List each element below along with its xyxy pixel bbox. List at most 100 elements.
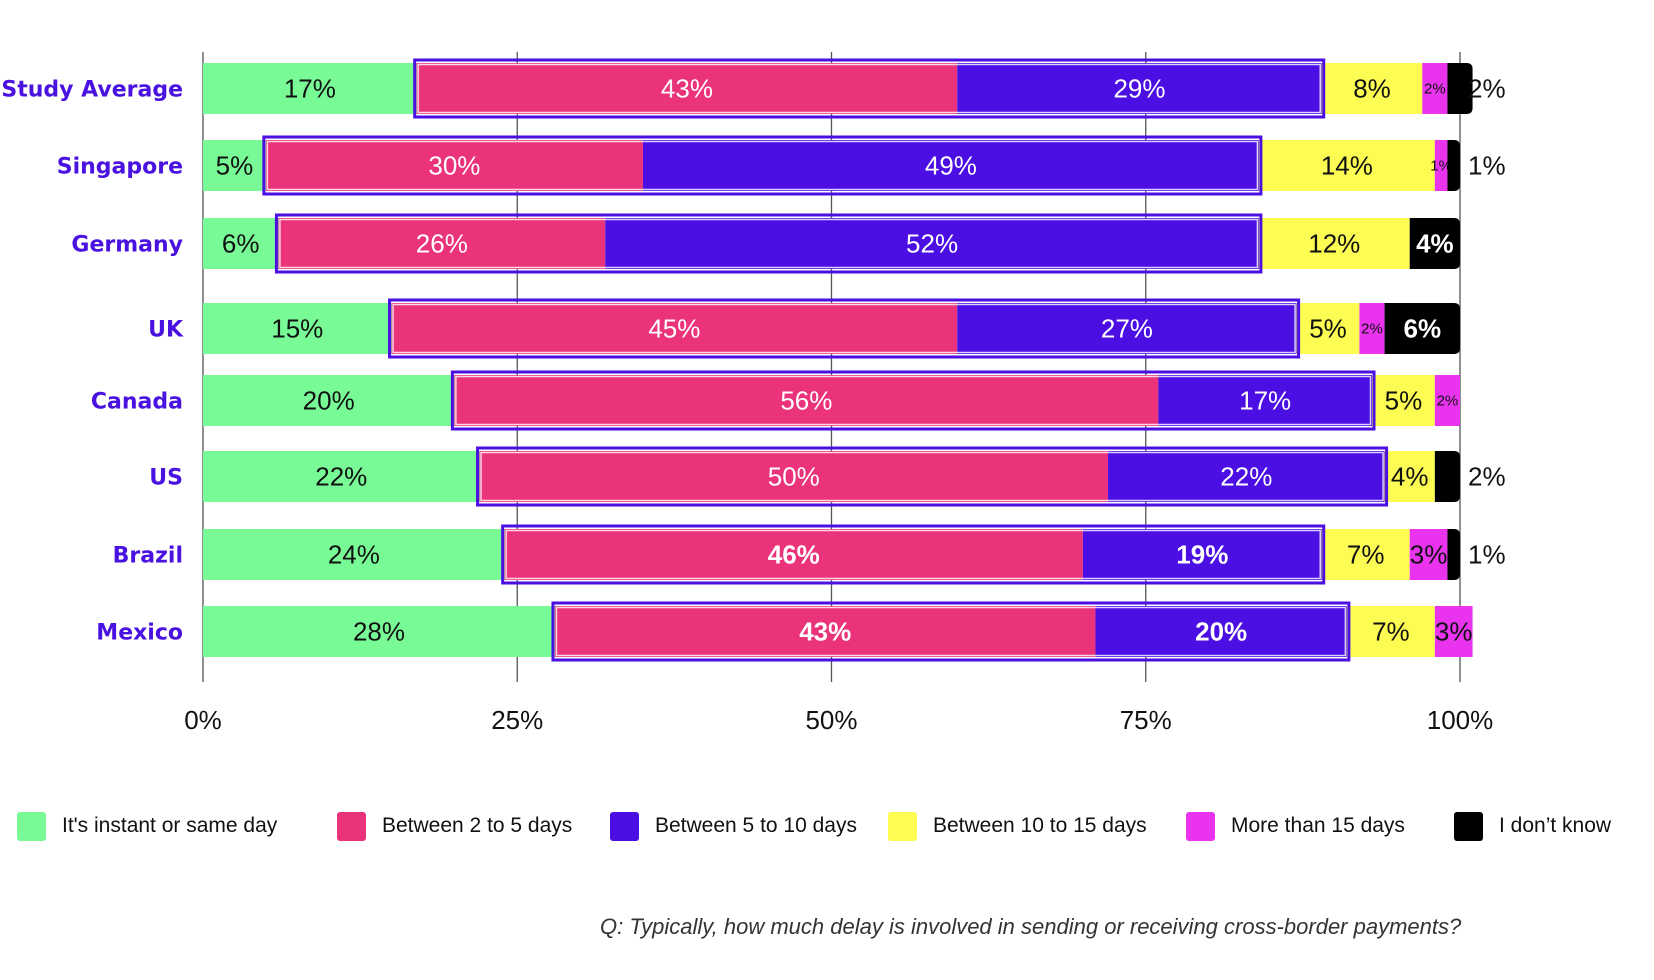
bar-value-label: 4% [1416,229,1454,259]
bar-segment [1434,375,1460,426]
bar-value-label: 5% [216,151,254,181]
bar-value-label: 45% [648,314,700,344]
bar-segment [203,375,455,426]
bar-segment [1372,375,1435,426]
bar-segment [203,529,505,580]
bar-value-label: 29% [1113,74,1165,104]
category-label: Brazil [113,544,183,569]
bar-value-label: 26% [416,229,468,259]
bar-value-label: 17% [1239,386,1291,416]
bar-value-label: 20% [1195,617,1247,647]
bar-segment [479,451,1109,502]
bar-segment [1346,606,1435,657]
bar-segment [1108,451,1385,502]
bar-value-label: 56% [780,386,832,416]
legend-item-more-than-15-days: More than 15 days [1186,810,1405,842]
bar-segment [454,375,1159,426]
legend-item-dont-know: I don’t know [1454,810,1611,842]
bar-value-label: 7% [1347,540,1385,570]
bar-value-label: 49% [925,151,977,181]
bar-segment [605,218,1259,269]
bar-value-label: 17% [284,74,336,104]
bar-segment [957,303,1297,354]
bar-segment [391,303,958,354]
bar-value-label: 15% [271,314,323,344]
bar-segment [1434,140,1448,191]
bar-segment [1258,218,1410,269]
bar-segment [1082,529,1322,580]
highlight-outline [450,370,1376,431]
bar-value-label: 22% [1220,462,1272,492]
bar-value-label: 5% [1309,314,1347,344]
bar-segment [203,218,279,269]
bar-segment [1422,63,1448,114]
bars-layer: 17% 43% 29% 8% 2% 5% 30% 49% 14% 1% 6% 26% 52% 12% 4% 1… [203,58,1473,662]
bar-segment [203,606,555,657]
legend-swatch [888,811,917,841]
bar-segment [278,218,606,269]
survey-question-footnote: Q: Typically, how much delay is involved… [600,914,1462,939]
category-label: Canada [91,390,183,415]
bar-value-label: 3% [1435,617,1473,647]
legend-label: Between 10 to 15 days [933,814,1147,837]
bar-segment [1158,375,1373,426]
highlight-outline [476,446,1389,507]
highlight-inner-outline [279,218,1259,269]
bar-value-label: 22% [315,462,367,492]
legend: It's instant or same day Between 2 to 5 … [0,810,1654,850]
highlight-outline [262,135,1263,196]
legend-label: It's instant or same day [62,814,278,837]
bar-value-label: 30% [428,151,480,181]
bar-segment [203,63,417,114]
bar-value-label: 2% [1424,81,1446,98]
outside-value-label: 2% [1468,462,1506,492]
bar-value-label: 5% [1385,386,1423,416]
x-tick-label: 100% [1427,705,1494,735]
bar-value-label: 28% [353,617,405,647]
category-label: US [149,466,183,491]
bar-segment [1384,451,1435,502]
legend-item-instant: It's instant or same day [17,810,277,842]
bar-value-label: 50% [768,462,820,492]
bar-value-label: 1% [1430,158,1452,175]
bar-segment [1095,606,1347,657]
bar-value-label: 52% [906,229,958,259]
bar-value-label: 20% [303,386,355,416]
highlight-outline [274,213,1263,274]
highlight-inner-outline [455,375,1372,426]
highlight-inner-outline [392,303,1296,354]
bar-segment [265,140,643,191]
bar-segment [957,63,1322,114]
bar-segment [416,63,958,114]
bar-segment [1409,218,1460,269]
bar-segment [1359,303,1385,354]
outside-value-label: 1% [1468,540,1506,570]
bar-segment [1447,140,1460,191]
bar-value-label: 7% [1372,617,1410,647]
bar-segment [1258,140,1435,191]
x-tick-label: 0% [184,705,222,735]
legend-item-2-5-days: Between 2 to 5 days [337,810,572,842]
legend-label: Between 2 to 5 days [382,814,573,837]
legend-swatch [337,811,366,841]
category-label: Singapore [57,155,183,180]
category-label: Mexico [96,621,183,646]
legend-swatch [1454,811,1483,841]
bar-segment [1447,529,1460,580]
highlight-inner-outline [266,140,1259,191]
x-axis-ticks: 0% 25% 50% 75% 100% [184,705,1493,735]
bar-segment [504,529,1083,580]
legend-item-10-15-days: Between 10 to 15 days [888,810,1147,842]
outside-value-label: 2% [1468,74,1506,104]
bar-value-label: 43% [661,74,713,104]
bar-value-label: 6% [1404,314,1442,344]
bar-segment [1447,63,1473,114]
legend-swatch [1186,811,1215,841]
bar-segment [1434,606,1473,657]
highlight-inner-outline [480,451,1384,502]
bar-segment [1321,529,1410,580]
category-label: Study Average [1,78,183,103]
bar-segment [1321,63,1423,114]
bar-value-label: 6% [222,229,260,259]
